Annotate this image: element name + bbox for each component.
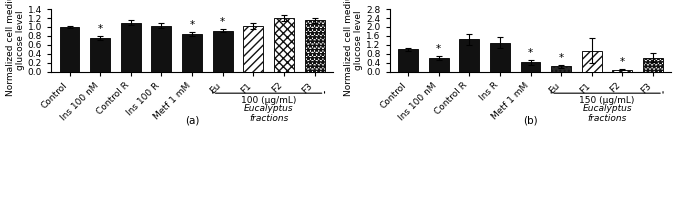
Y-axis label: Normalized cell medium
glucose level: Normalized cell medium glucose level (344, 0, 364, 96)
Bar (305, 20, 324, 72)
Bar (429, 58, 449, 72)
Bar (582, 51, 602, 72)
Bar (551, 66, 571, 72)
Text: (a): (a) (185, 115, 199, 125)
Bar (213, 31, 233, 72)
Text: *: * (620, 57, 625, 67)
Bar (521, 62, 540, 72)
Text: *: * (559, 53, 564, 63)
Text: Eucalyptus
fractions: Eucalyptus fractions (582, 104, 632, 123)
Bar (243, 26, 263, 72)
Bar (121, 22, 141, 72)
Bar (60, 27, 79, 72)
Bar (274, 18, 294, 72)
Bar (90, 38, 110, 72)
Text: *: * (436, 44, 441, 54)
Bar (613, 70, 632, 72)
Bar (398, 50, 418, 72)
Y-axis label: Normalized cell medium
glucose level: Normalized cell medium glucose level (5, 0, 25, 96)
Text: 150 (μg/mL): 150 (μg/mL) (580, 96, 635, 105)
Text: Eucalyptus
fractions: Eucalyptus fractions (244, 104, 293, 123)
Text: (b): (b) (523, 115, 538, 125)
Text: *: * (190, 20, 194, 30)
Bar (459, 39, 479, 72)
Text: *: * (97, 24, 103, 34)
Text: 100 (μg/mL): 100 (μg/mL) (241, 96, 297, 105)
Bar (182, 34, 202, 72)
Bar (643, 58, 663, 72)
Bar (152, 26, 171, 72)
Text: *: * (528, 48, 533, 58)
Text: *: * (220, 17, 225, 27)
Bar (490, 43, 510, 72)
